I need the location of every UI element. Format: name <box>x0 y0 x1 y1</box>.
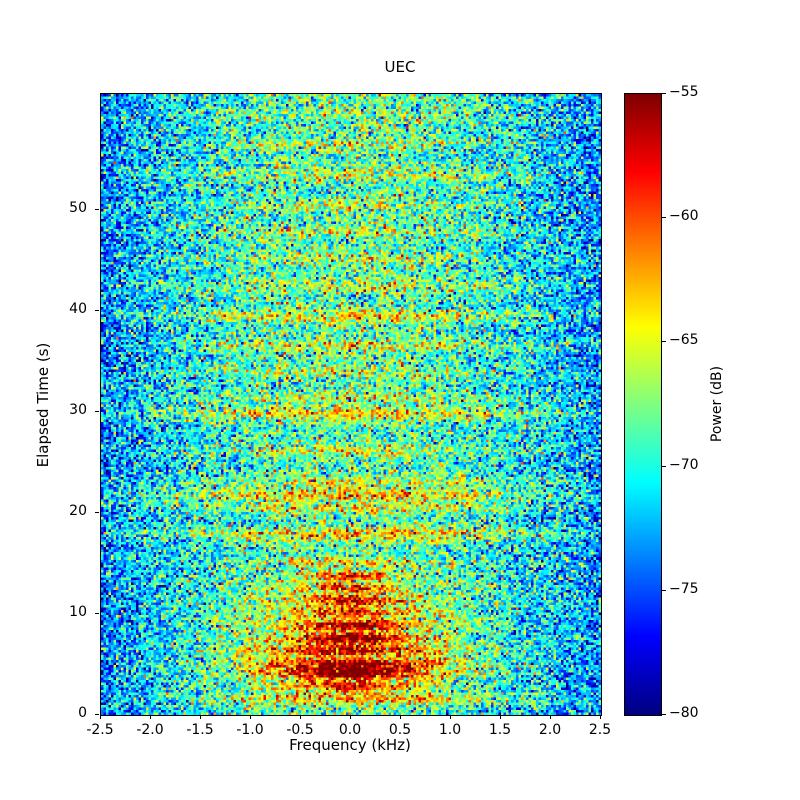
x-tick-mark <box>100 715 101 719</box>
y-tick-mark <box>95 613 99 614</box>
y-tick-mark <box>95 411 99 412</box>
x-tick-label: 1.5 <box>488 722 512 738</box>
x-tick-label: 2.5 <box>588 722 612 738</box>
x-axis-label: Frequency (kHz) <box>289 736 411 754</box>
x-tick-mark <box>300 715 301 719</box>
x-tick-label: 1.0 <box>438 722 462 738</box>
colorbar-tick-label: −75 <box>669 581 699 597</box>
colorbar-tick-mark <box>662 341 666 342</box>
x-tick-mark <box>200 715 201 719</box>
colorbar-label: Power (dB) <box>709 365 725 443</box>
x-tick-label: -2.5 <box>86 722 114 738</box>
spectrogram-image <box>101 94 601 715</box>
colorbar-tick-label: −65 <box>669 332 699 348</box>
colorbar-gradient <box>625 94 661 715</box>
x-tick-label: 2.0 <box>538 722 562 738</box>
colorbar-tick-mark <box>662 466 666 467</box>
x-tick-mark <box>400 715 401 719</box>
x-tick-mark <box>350 715 351 719</box>
colorbar <box>624 93 662 716</box>
spectrogram-axes <box>100 93 602 716</box>
y-tick-label: 40 <box>69 301 87 317</box>
colorbar-tick-mark <box>662 714 666 715</box>
colorbar-tick-mark <box>662 590 666 591</box>
colorbar-tick-label: −70 <box>669 457 699 473</box>
x-tick-label: -1.5 <box>186 722 214 738</box>
x-tick-label: 0.0 <box>338 722 362 738</box>
x-tick-mark <box>250 715 251 719</box>
x-tick-mark <box>550 715 551 719</box>
y-tick-mark <box>95 714 99 715</box>
colorbar-tick-mark <box>662 93 666 94</box>
x-tick-label: -1.0 <box>236 722 264 738</box>
x-tick-mark <box>500 715 501 719</box>
x-tick-label: 0.5 <box>388 722 412 738</box>
colorbar-tick-label: −55 <box>669 84 699 100</box>
y-tick-mark <box>95 310 99 311</box>
x-tick-mark <box>600 715 601 719</box>
title-station: UEC <box>384 58 416 76</box>
colorbar-tick-label: −60 <box>669 208 699 224</box>
y-tick-label: 0 <box>78 705 87 721</box>
x-tick-label: -2.0 <box>136 722 164 738</box>
y-axis-label: Elapsed Time (s) <box>34 342 52 468</box>
x-tick-mark <box>150 715 151 719</box>
y-tick-label: 20 <box>69 503 87 519</box>
x-tick-label: -0.5 <box>286 722 314 738</box>
y-tick-mark <box>95 209 99 210</box>
x-tick-mark <box>450 715 451 719</box>
colorbar-tick-label: −80 <box>669 705 699 721</box>
y-tick-label: 50 <box>69 200 87 216</box>
colorbar-tick-mark <box>662 217 666 218</box>
y-tick-mark <box>95 512 99 513</box>
y-tick-label: 30 <box>69 402 87 418</box>
y-tick-label: 10 <box>69 604 87 620</box>
